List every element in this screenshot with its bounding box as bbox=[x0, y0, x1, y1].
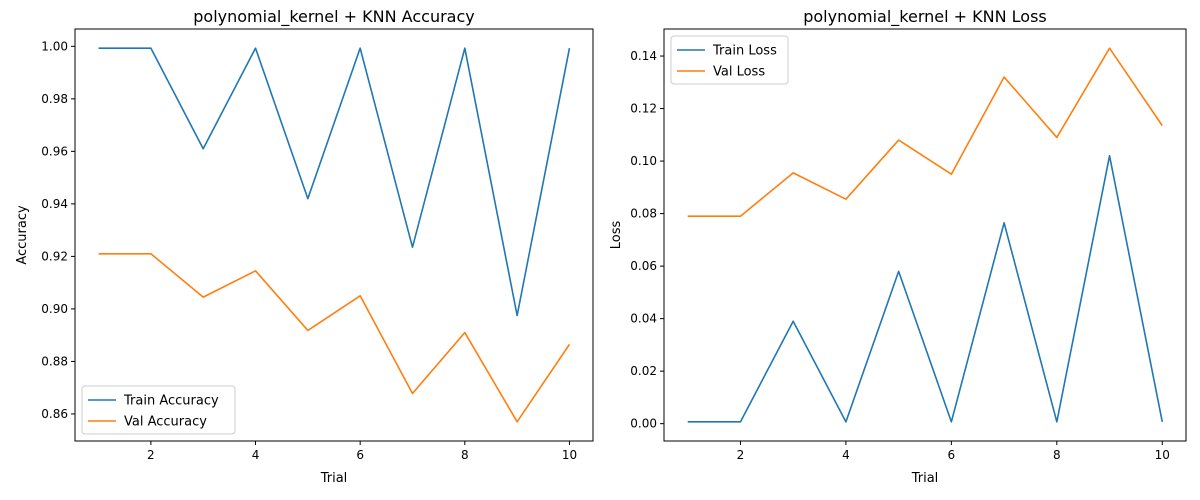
accuracy-y-tick-label: 0.92 bbox=[41, 249, 68, 263]
loss-y-tick-label: 0.06 bbox=[630, 259, 657, 273]
loss-legend: Train Loss Val Loss bbox=[670, 35, 789, 85]
loss-plot-area bbox=[663, 28, 1187, 442]
accuracy-legend-box bbox=[81, 385, 236, 435]
accuracy-x-tick-label: 6 bbox=[356, 448, 364, 462]
accuracy-y-tick-label: 0.88 bbox=[41, 354, 68, 368]
loss-x-tick-label: 6 bbox=[948, 448, 956, 462]
accuracy-plot-area bbox=[74, 28, 594, 442]
loss-legend-label: Val Loss bbox=[713, 65, 765, 80]
accuracy-y-tick-label: 0.94 bbox=[41, 197, 68, 211]
accuracy-series-train-line bbox=[98, 47, 571, 317]
accuracy-y-tick-label: 0.86 bbox=[41, 407, 68, 421]
loss-x-tick-label: 10 bbox=[1155, 448, 1170, 462]
accuracy-y-tick-label: 1.00 bbox=[41, 39, 68, 53]
accuracy-x-tick-label: 4 bbox=[252, 448, 260, 462]
loss-y-tick-label: 0.10 bbox=[630, 154, 657, 168]
accuracy-y-tick-label: 0.90 bbox=[41, 302, 68, 316]
accuracy-legend-label: Val Accuracy bbox=[124, 415, 207, 430]
accuracy-legend-label: Train Accuracy bbox=[123, 394, 219, 409]
accuracy-x-tick-label: 8 bbox=[461, 448, 469, 462]
loss-x-axis-label: Trial bbox=[911, 471, 939, 486]
accuracy-legend: Train Accuracy Val Accuracy bbox=[81, 385, 236, 435]
loss-x-tick-label: 4 bbox=[842, 448, 850, 462]
accuracy-y-tick-label: 0.98 bbox=[41, 92, 68, 106]
loss-chart: polynomial_kernel + KNN Loss 2 4 6 8 10 0.00 0.… bbox=[609, 7, 1187, 486]
loss-legend-box bbox=[670, 35, 789, 85]
loss-legend-label: Train Loss bbox=[712, 44, 777, 59]
loss-y-axis-label: Loss bbox=[609, 221, 624, 250]
loss-y-tick-label: 0.08 bbox=[630, 207, 657, 221]
accuracy-series-val-line bbox=[98, 252, 571, 423]
accuracy-x-tick-label: 2 bbox=[147, 448, 155, 462]
loss-y-tick-label: 0.12 bbox=[630, 102, 657, 116]
accuracy-chart: polynomial_kernel + KNN Accuracy 2 4 6 8 10 0.… bbox=[15, 7, 594, 486]
loss-y-tick-label: 0.04 bbox=[630, 312, 657, 326]
accuracy-chart-title: polynomial_kernel + KNN Accuracy bbox=[193, 7, 474, 27]
accuracy-x-tick-label: 10 bbox=[562, 448, 577, 462]
loss-y-tick-label: 0.00 bbox=[630, 417, 657, 431]
loss-x-tick-label: 2 bbox=[737, 448, 745, 462]
loss-chart-title: polynomial_kernel + KNN Loss bbox=[803, 7, 1047, 27]
accuracy-x-axis-label: Trial bbox=[320, 471, 348, 486]
accuracy-y-tick-label: 0.96 bbox=[41, 144, 68, 158]
loss-x-tick-label: 8 bbox=[1053, 448, 1061, 462]
loss-series-val-line bbox=[687, 47, 1163, 218]
loss-y-tick-label: 0.02 bbox=[630, 364, 657, 378]
loss-y-tick-label: 0.14 bbox=[630, 49, 657, 63]
loss-series-train-line bbox=[687, 155, 1164, 423]
accuracy-y-axis-label: Accuracy bbox=[15, 205, 30, 265]
